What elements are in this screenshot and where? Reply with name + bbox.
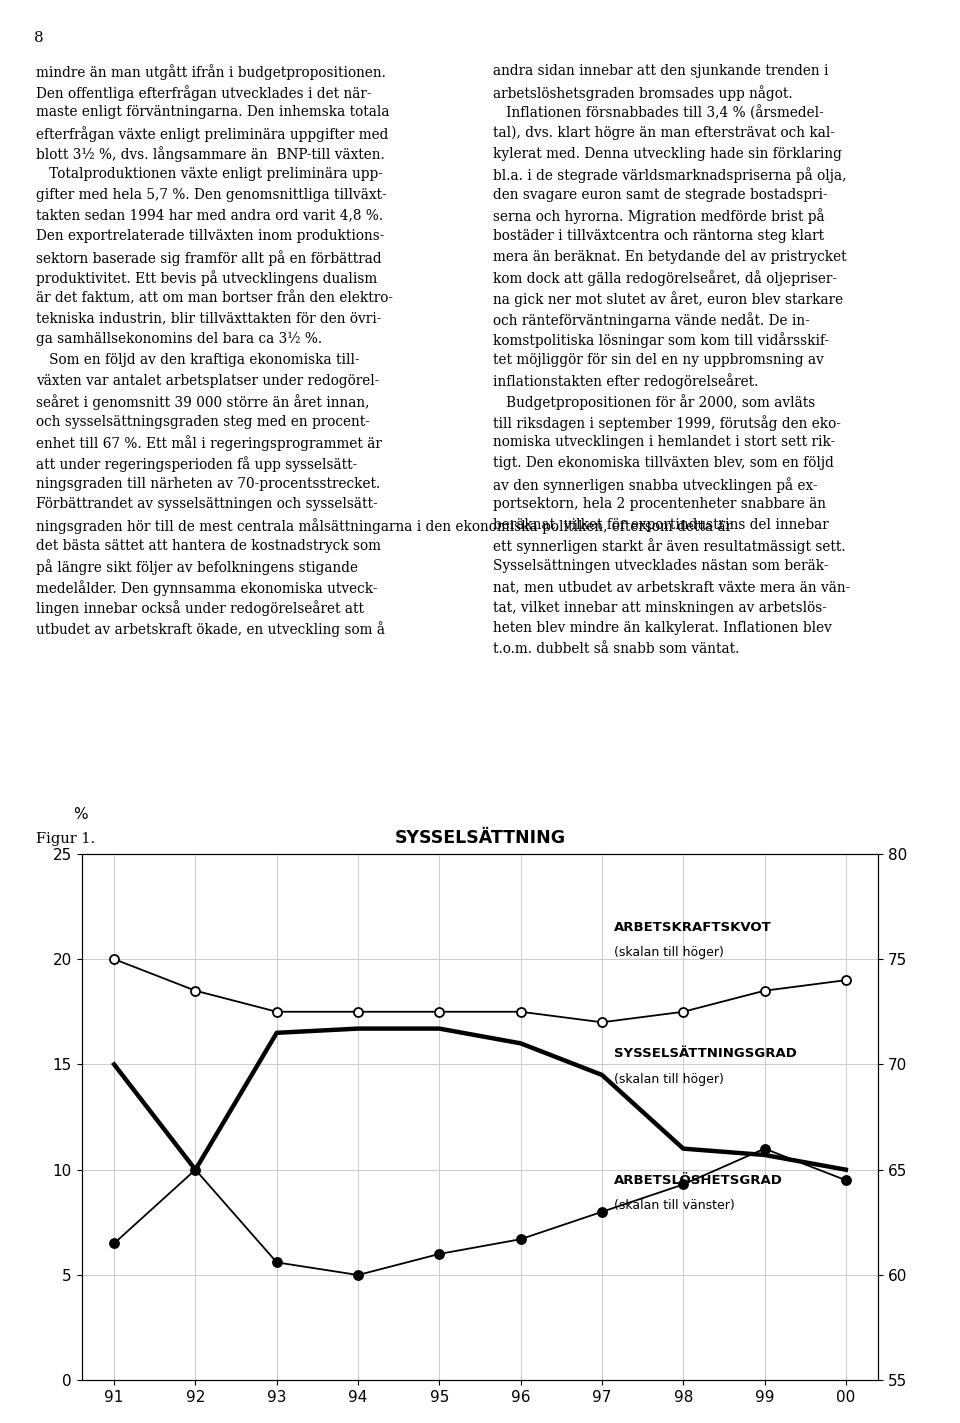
Text: Budgetpropositionen för år 2000, som avläts: Budgetpropositionen för år 2000, som avl… bbox=[493, 394, 816, 410]
Text: det bästa sättet att hantera de kostnadstryck som: det bästa sättet att hantera de kostnads… bbox=[36, 539, 381, 552]
Text: lingen innebar också under redogörelseåret att: lingen innebar också under redogörelseår… bbox=[36, 601, 365, 616]
Text: är det faktum, att om man bortser från den elektro-: är det faktum, att om man bortser från d… bbox=[36, 292, 394, 306]
Text: Sysselsättningen utvecklades nästan som beräk-: Sysselsättningen utvecklades nästan som … bbox=[493, 559, 828, 573]
Text: maste enligt förväntningarna. Den inhemska totala: maste enligt förväntningarna. Den inhems… bbox=[36, 105, 390, 120]
Text: tigt. Den ekonomiska tillväxten blev, som en följd: tigt. Den ekonomiska tillväxten blev, so… bbox=[493, 455, 834, 470]
Text: nat, men utbudet av arbetskraft växte mera än vän-: nat, men utbudet av arbetskraft växte me… bbox=[493, 581, 851, 593]
Text: inflationstakten efter redogörelseåret.: inflationstakten efter redogörelseåret. bbox=[493, 374, 758, 390]
Text: tal), dvs. klart högre än man eftersträvat och kal-: tal), dvs. klart högre än man eftersträv… bbox=[493, 127, 835, 141]
Text: gifter med hela 5,7 %. Den genomsnittliga tillväxt-: gifter med hela 5,7 %. Den genomsnittlig… bbox=[36, 188, 387, 202]
Text: och sysselsättningsgraden steg med en procent-: och sysselsättningsgraden steg med en pr… bbox=[36, 416, 371, 428]
Text: (skalan till vänster): (skalan till vänster) bbox=[614, 1200, 735, 1212]
Text: att under regeringsperioden få upp sysselsätt-: att under regeringsperioden få upp sysse… bbox=[36, 455, 358, 472]
Text: Förbättrandet av sysselsättningen och sysselsätt-: Förbättrandet av sysselsättningen och sy… bbox=[36, 498, 378, 511]
Text: den svagare euron samt de stegrade bostadspri-: den svagare euron samt de stegrade bosta… bbox=[493, 188, 828, 202]
Text: på längre sikt följer av befolkningens stigande: på längre sikt följer av befolkningens s… bbox=[36, 559, 358, 575]
Text: efterfrågan växte enligt preliminära uppgifter med: efterfrågan växte enligt preliminära upp… bbox=[36, 127, 389, 142]
Text: växten var antalet arbetsplatser under redogörel-: växten var antalet arbetsplatser under r… bbox=[36, 374, 380, 387]
Text: mindre än man utgått ifrån i budgetpropositionen.: mindre än man utgått ifrån i budgetpropo… bbox=[36, 64, 386, 80]
Text: serna och hyrorna. Migration medförde brist på: serna och hyrorna. Migration medförde br… bbox=[493, 209, 825, 225]
Text: portsektorn, hela 2 procentenheter snabbare än: portsektorn, hela 2 procentenheter snabb… bbox=[493, 498, 827, 511]
Text: tekniska industrin, blir tillväxttakten för den övri-: tekniska industrin, blir tillväxttakten … bbox=[36, 312, 382, 326]
Text: ett synnerligen starkt år även resultatmässigt sett.: ett synnerligen starkt år även resultatm… bbox=[493, 539, 846, 555]
Text: tet möjliggör för sin del en ny uppbromsning av: tet möjliggör för sin del en ny uppbroms… bbox=[493, 353, 825, 367]
Text: Totalproduktionen växte enligt preliminära upp-: Totalproduktionen växte enligt preliminä… bbox=[36, 168, 383, 181]
Text: Figur 1.: Figur 1. bbox=[36, 832, 96, 847]
Text: av den synnerligen snabba utvecklingen på ex-: av den synnerligen snabba utvecklingen p… bbox=[493, 477, 818, 492]
Text: blott 3½ %, dvs. långsammare än  BNP-till växten.: blott 3½ %, dvs. långsammare än BNP-till… bbox=[36, 147, 385, 162]
Text: Inflationen försnabbades till 3,4 % (årsmedel-: Inflationen försnabbades till 3,4 % (års… bbox=[493, 105, 825, 121]
Text: beräknat, vilket för exportindustrins del innebar: beräknat, vilket för exportindustrins de… bbox=[493, 518, 829, 532]
Text: ARBETSLÖSHETSGRAD: ARBETSLÖSHETSGRAD bbox=[614, 1174, 783, 1187]
Text: ARBETSKRAFTSKVOT: ARBETSKRAFTSKVOT bbox=[614, 921, 772, 933]
Text: arbetslöshetsgraden bromsades upp något.: arbetslöshetsgraden bromsades upp något. bbox=[493, 85, 793, 101]
Text: heten blev mindre än kalkylerat. Inflationen blev: heten blev mindre än kalkylerat. Inflati… bbox=[493, 622, 832, 635]
Title: SYSSELSÄTTNING: SYSSELSÄTTNING bbox=[395, 828, 565, 847]
Text: (skalan till höger): (skalan till höger) bbox=[614, 1073, 724, 1086]
Text: bostäder i tillväxtcentra och räntorna steg klart: bostäder i tillväxtcentra och räntorna s… bbox=[493, 229, 825, 243]
Text: kom dock att gälla redogörelseåret, då oljepriser-: kom dock att gälla redogörelseåret, då o… bbox=[493, 270, 837, 286]
Text: %: % bbox=[74, 807, 88, 822]
Text: till riksdagen i september 1999, förutsåg den eko-: till riksdagen i september 1999, förutså… bbox=[493, 416, 841, 431]
Text: Som en följd av den kraftiga ekonomiska till-: Som en följd av den kraftiga ekonomiska … bbox=[36, 353, 360, 367]
Text: SYSSELSÄTTNINGSGRAD: SYSSELSÄTTNINGSGRAD bbox=[614, 1047, 797, 1060]
Text: ga samhällsekonomins del bara ca 3½ %.: ga samhällsekonomins del bara ca 3½ %. bbox=[36, 333, 323, 346]
Text: andra sidan innebar att den sjunkande trenden i: andra sidan innebar att den sjunkande tr… bbox=[493, 64, 828, 78]
Text: Den exportrelaterade tillväxten inom produktions-: Den exportrelaterade tillväxten inom pro… bbox=[36, 229, 385, 243]
Text: kylerat med. Denna utveckling hade sin förklaring: kylerat med. Denna utveckling hade sin f… bbox=[493, 147, 842, 161]
Text: medelålder. Den gynnsamma ekonomiska utveck-: medelålder. Den gynnsamma ekonomiska utv… bbox=[36, 581, 378, 596]
Text: nomiska utvecklingen i hemlandet i stort sett rik-: nomiska utvecklingen i hemlandet i stort… bbox=[493, 435, 836, 450]
Text: bl.a. i de stegrade världsmarknadspriserna på olja,: bl.a. i de stegrade världsmarknadspriser… bbox=[493, 168, 847, 184]
Text: 8: 8 bbox=[34, 31, 43, 46]
Text: sektorn baserade sig framför allt på en förbättrad: sektorn baserade sig framför allt på en … bbox=[36, 250, 382, 266]
Text: enhet till 67 %. Ett mål i regeringsprogrammet är: enhet till 67 %. Ett mål i regeringsprog… bbox=[36, 435, 382, 451]
Text: takten sedan 1994 har med andra ord varit 4,8 %.: takten sedan 1994 har med andra ord vari… bbox=[36, 209, 384, 222]
Text: mera än beräknat. En betydande del av pristrycket: mera än beräknat. En betydande del av pr… bbox=[493, 250, 847, 263]
Text: (skalan till höger): (skalan till höger) bbox=[614, 946, 724, 959]
Text: seåret i genomsnitt 39 000 större än året innan,: seåret i genomsnitt 39 000 större än åre… bbox=[36, 394, 370, 410]
Text: produktivitet. Ett bevis på utvecklingens dualism: produktivitet. Ett bevis på utvecklingen… bbox=[36, 270, 377, 286]
Text: t.o.m. dubbelt så snabb som väntat.: t.o.m. dubbelt så snabb som väntat. bbox=[493, 642, 740, 656]
Text: utbudet av arbetskraft ökade, en utveckling som å: utbudet av arbetskraft ökade, en utveckl… bbox=[36, 622, 386, 638]
Text: ningsgraden till närheten av 70-procentsstrecket.: ningsgraden till närheten av 70-procents… bbox=[36, 477, 381, 491]
Text: tat, vilket innebar att minskningen av arbetslös-: tat, vilket innebar att minskningen av a… bbox=[493, 601, 828, 615]
Text: na gick ner mot slutet av året, euron blev starkare: na gick ner mot slutet av året, euron bl… bbox=[493, 292, 844, 307]
Text: komstpolitiska lösningar som kom till vidårsskif-: komstpolitiska lösningar som kom till vi… bbox=[493, 333, 829, 349]
Text: och ränteförväntningarna vände nedåt. De in-: och ränteförväntningarna vände nedåt. De… bbox=[493, 312, 810, 327]
Text: ningsgraden hör till de mest centrala målsättningarna i den ekonomiska politiken: ningsgraden hör till de mest centrala må… bbox=[36, 518, 732, 534]
Text: Den offentliga efterfrågan utvecklades i det när-: Den offentliga efterfrågan utvecklades i… bbox=[36, 85, 372, 101]
